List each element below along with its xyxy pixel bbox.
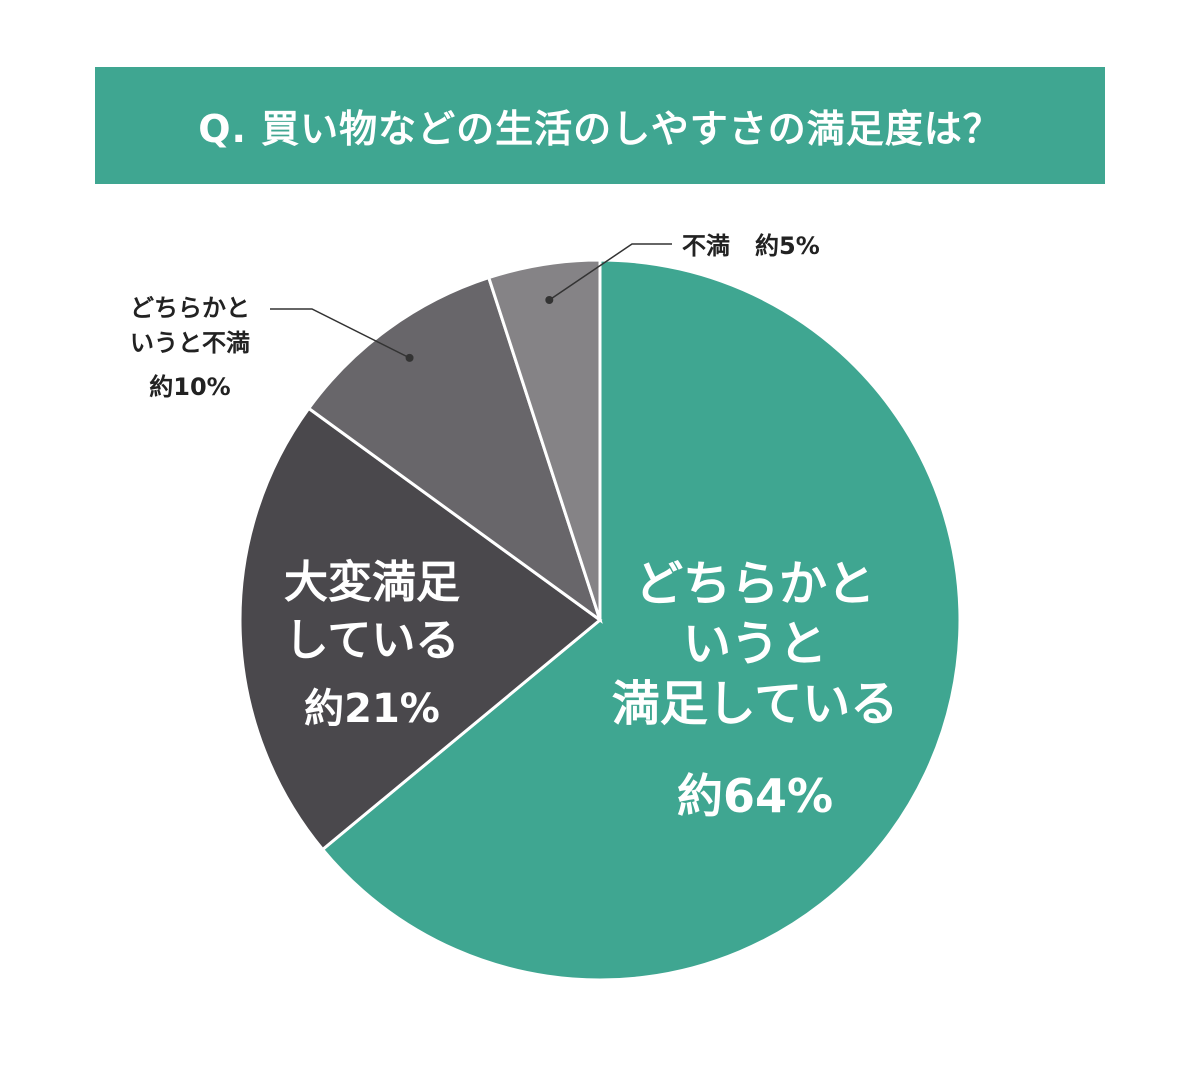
slice-label-somewhat-satisfied: 満足している <box>612 676 899 732</box>
chart-title: Q. 買い物などの生活のしやすさの満足度は？ <box>198 107 1002 151</box>
value-label-very-satisfied: 約21% <box>304 686 440 732</box>
leader-line-somewhat-unsatisfied <box>270 308 410 359</box>
pie-slice-somewhat-unsatisfied <box>306 275 603 624</box>
pie-slice-somewhat-satisfied <box>320 258 962 982</box>
title-banner: Q. 買い物などの生活のしやすさの満足度は？ <box>95 67 1105 184</box>
slice-label-very-satisfied: 大変満足 <box>284 557 460 608</box>
pie-slice-very-satisfied <box>238 406 603 852</box>
slice-label-somewhat-satisfied: いうと <box>683 616 827 672</box>
slice-label-very-satisfied: している <box>285 615 460 666</box>
slice-label-somewhat-unsatisfied: どちらかと <box>130 294 250 322</box>
slice-label-unsatisfied: 不満 <box>682 232 730 260</box>
value-label-unsatisfied: 約5% <box>755 232 820 260</box>
slice-label-somewhat-unsatisfied: いうと不満 <box>130 329 250 357</box>
slice-label-somewhat-satisfied: どちらかと <box>635 556 875 612</box>
value-label-somewhat-unsatisfied: 約10% <box>149 373 230 401</box>
pie-slice-unsatisfied <box>486 258 602 621</box>
value-label-somewhat-satisfied: 約64% <box>677 769 833 823</box>
leader-line-unsatisfied <box>548 243 672 301</box>
